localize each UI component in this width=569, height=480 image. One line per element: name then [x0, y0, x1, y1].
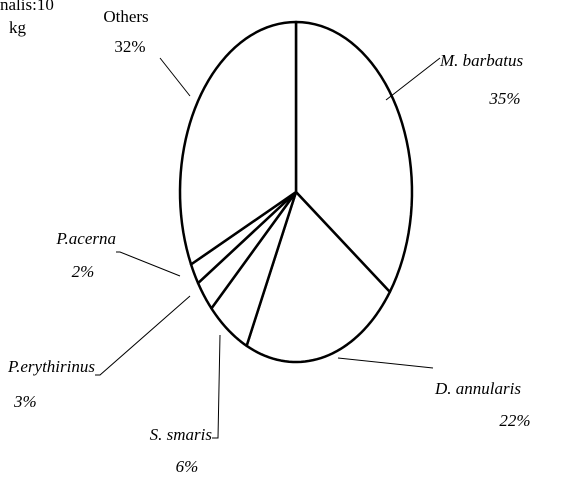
slice-label: M. barbatus — [439, 51, 524, 70]
value-label: 6% — [176, 457, 199, 476]
pie-slice — [196, 190, 298, 310]
slice-label: S. smaris — [150, 425, 213, 444]
leader-line — [95, 295, 191, 376]
value-label: 2% — [72, 262, 95, 281]
slice-label: D. annularis — [434, 379, 521, 398]
leader-line — [159, 57, 191, 97]
value-label: 3% — [13, 392, 37, 411]
pie-slice — [178, 20, 298, 266]
annotation: kg — [9, 18, 27, 37]
value-label: 32% — [114, 37, 145, 56]
leader-line — [337, 357, 434, 369]
slice-label: P.erythirinus — [7, 357, 95, 376]
leader-line — [212, 334, 221, 439]
pie-slice — [189, 190, 298, 285]
slice-label: Others — [103, 7, 148, 26]
pie-slice — [210, 190, 298, 348]
pie-slice — [294, 20, 414, 294]
leader-line — [116, 251, 181, 277]
annotation: nalis:10 — [0, 0, 54, 14]
slice-label: P.acerna — [55, 229, 116, 248]
value-label: 22% — [499, 411, 530, 430]
value-label: 35% — [488, 89, 520, 108]
leader-line — [385, 57, 441, 101]
